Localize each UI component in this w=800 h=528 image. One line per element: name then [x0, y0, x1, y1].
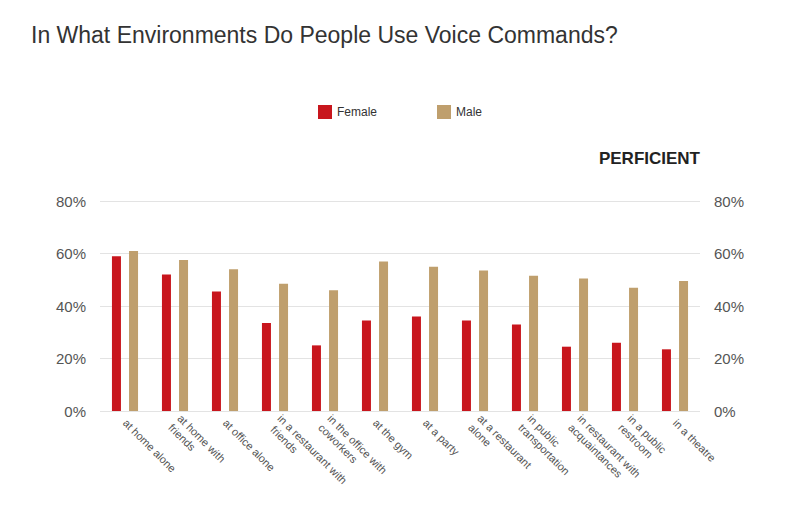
svg-text:Male: Male: [456, 105, 482, 119]
svg-text:at home with: at home with: [175, 412, 230, 467]
svg-text:40%: 40%: [56, 298, 86, 315]
svg-text:PERFICIENT: PERFICIENT: [599, 149, 701, 168]
svg-text:at a party: at a party: [421, 417, 462, 458]
svg-text:80%: 80%: [56, 193, 86, 210]
svg-text:20%: 20%: [714, 350, 744, 367]
svg-text:Female: Female: [337, 105, 377, 119]
svg-text:at the gym: at the gym: [371, 417, 416, 462]
svg-text:transportation: transportation: [516, 421, 572, 477]
svg-text:friends: friends: [266, 421, 300, 455]
svg-text:coworkers: coworkers: [316, 421, 360, 465]
svg-text:60%: 60%: [714, 245, 744, 262]
svg-text:in public: in public: [525, 412, 565, 452]
svg-text:60%: 60%: [56, 245, 86, 262]
svg-text:restroom: restroom: [616, 421, 655, 460]
svg-text:in a theatre: in a theatre: [671, 417, 718, 464]
svg-text:in a public: in a public: [625, 412, 671, 458]
svg-text:0%: 0%: [64, 403, 86, 420]
svg-text:In What Environments Do People: In What Environments Do People Use Voice…: [31, 22, 618, 48]
svg-text:alone: alone: [466, 421, 493, 448]
svg-text:at office alone: at office alone: [221, 417, 278, 474]
svg-text:80%: 80%: [714, 193, 744, 210]
svg-text:0%: 0%: [714, 403, 736, 420]
svg-text:at home alone: at home alone: [120, 416, 179, 475]
svg-text:20%: 20%: [56, 350, 86, 367]
svg-text:in the office with: in the office with: [325, 412, 392, 479]
svg-text:at a restaurant: at a restaurant: [475, 412, 537, 473]
svg-text:40%: 40%: [714, 298, 744, 315]
svg-text:acquaintances: acquaintances: [566, 421, 625, 480]
svg-text:friends: friends: [166, 421, 198, 453]
svg-text:in a restaurant with: in a restaurant with: [275, 412, 350, 487]
